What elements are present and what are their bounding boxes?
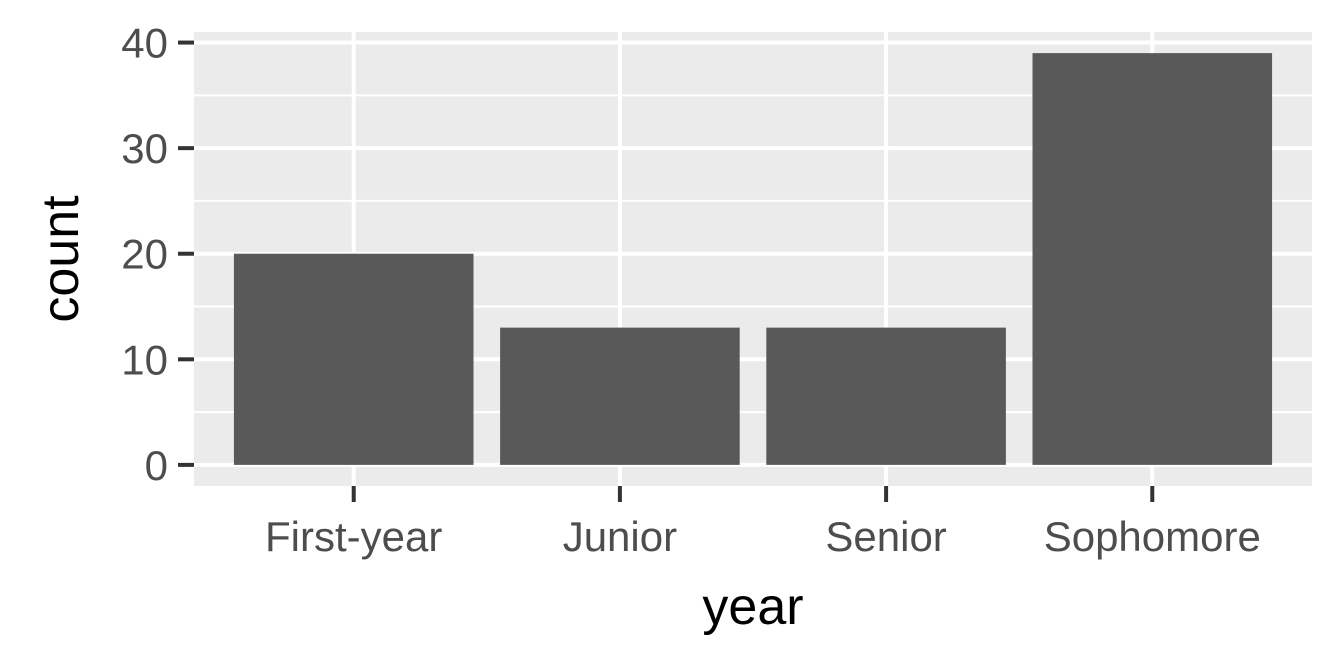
x-axis: First-year Junior Senior Sophomore [265,486,1261,560]
x-tick-label: Senior [825,513,946,560]
bar-first-year [233,253,474,465]
x-tick-label: Junior [563,513,677,560]
x-tick-label: Sophomore [1044,513,1261,560]
y-tick-label: 20 [121,231,168,278]
bar-senior [766,327,1006,465]
y-axis-title: count [32,195,90,323]
x-axis-title: year [702,578,803,636]
y-tick-label: 0 [145,442,168,489]
bar-junior [500,327,740,465]
y-tick-label: 30 [121,125,168,172]
y-tick-label: 40 [121,20,168,67]
x-tick-label: First-year [265,513,442,560]
bars [233,53,1273,465]
y-tick-label: 10 [121,336,168,383]
y-axis: 0 10 20 30 40 [121,20,194,489]
bar-sophomore [1032,53,1273,465]
